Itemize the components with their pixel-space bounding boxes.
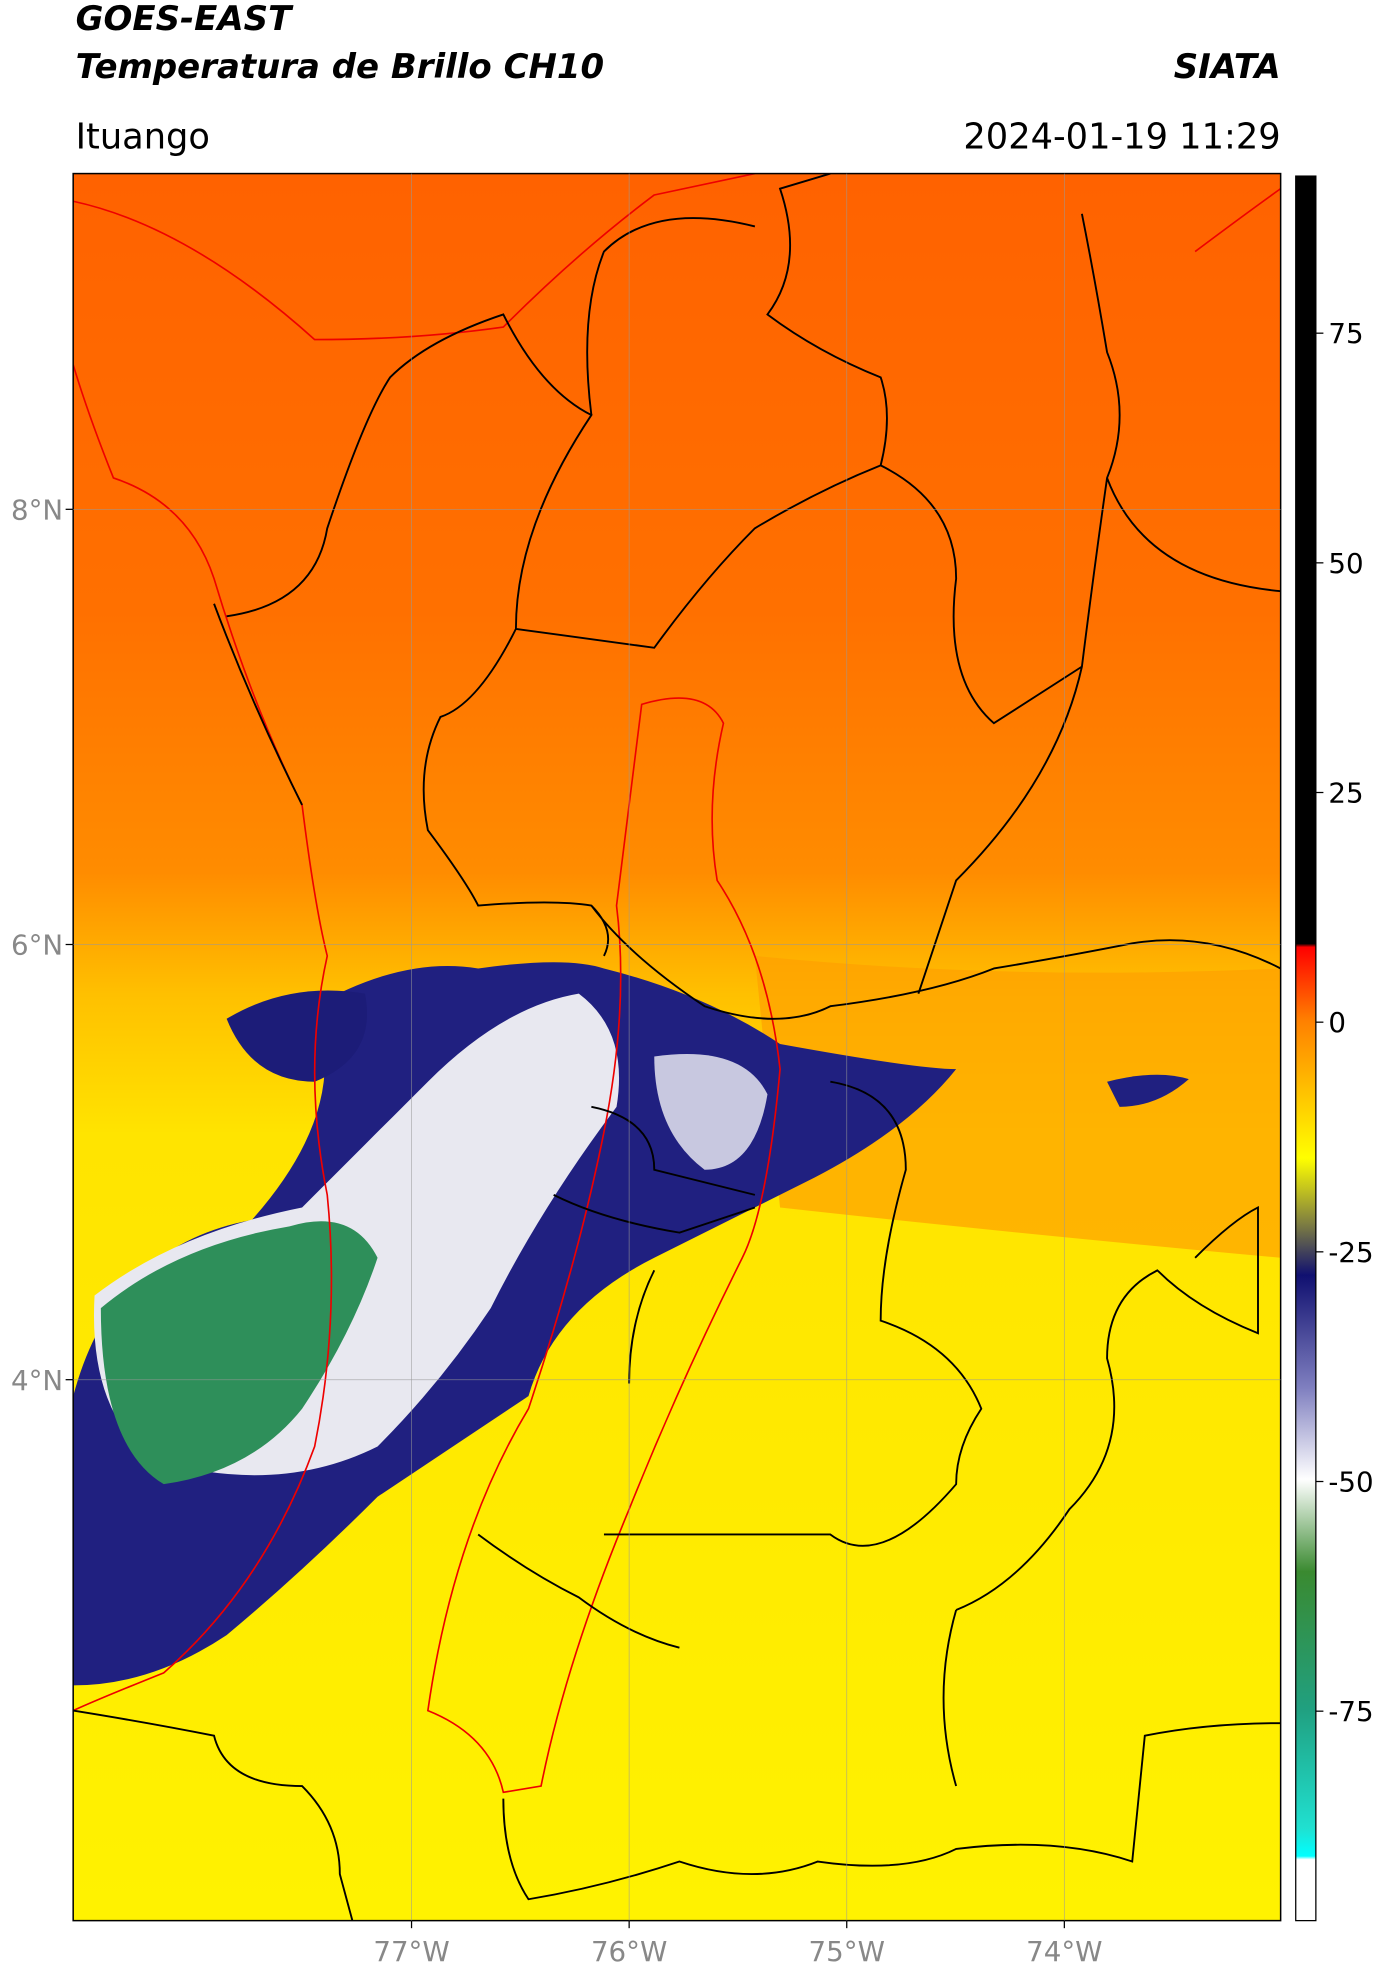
map-frame xyxy=(72,172,1282,1922)
colorbar-tick-label: -25 xyxy=(1328,1236,1373,1269)
x-tick-label: 77°W xyxy=(373,1935,449,1968)
colorbar-tick-label: 75 xyxy=(1328,317,1363,350)
map-image xyxy=(73,173,1281,1921)
colorbar-tick-label: -50 xyxy=(1328,1466,1373,1499)
brand: SIATA xyxy=(1174,47,1281,87)
y-tick-label: 4°N xyxy=(11,1364,63,1397)
y-tick-label: 8°N xyxy=(11,493,63,526)
y-tick-label: 6°N xyxy=(11,929,63,962)
colorbar-tick-label: 0 xyxy=(1328,1006,1346,1039)
title: GOES-EAST xyxy=(76,0,294,39)
x-tick-label: 74°W xyxy=(1026,1935,1102,1968)
colorbar-tick-label: -75 xyxy=(1328,1695,1373,1728)
x-tick-label: 75°W xyxy=(809,1935,885,1968)
datetime: 2024-01-19 11:29 xyxy=(963,116,1280,157)
borders xyxy=(73,173,1281,1921)
location: Ituango xyxy=(76,116,210,157)
colorbar xyxy=(1295,175,1317,1922)
colorbar-tick-label: 25 xyxy=(1328,777,1363,810)
subtitle: Temperatura de Brillo CH10 xyxy=(76,47,604,87)
colorbar-tick-label: 50 xyxy=(1328,547,1363,580)
x-tick-label: 76°W xyxy=(591,1935,667,1968)
